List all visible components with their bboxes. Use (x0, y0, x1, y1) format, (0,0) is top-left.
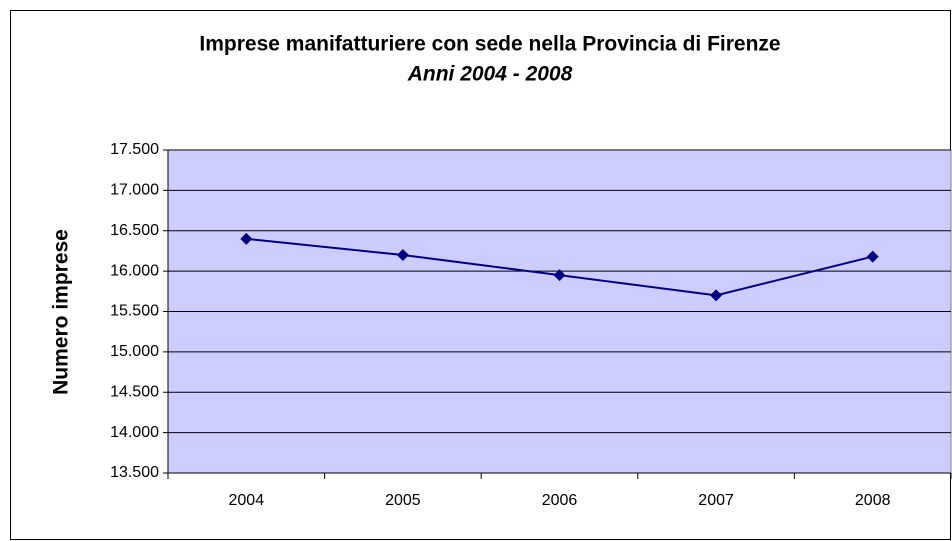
y-axis-title: Numero imprese (50, 229, 73, 395)
chart-subtitle: Anni 2004 - 2008 (407, 63, 573, 86)
y-tick-label: 17.000 (110, 182, 159, 199)
data-point (553, 269, 566, 282)
data-point (866, 250, 879, 263)
x-tick-label: 2008 (855, 492, 891, 509)
data-point (710, 289, 723, 302)
y-tick-label: 17.500 (110, 141, 159, 158)
chart-title: Imprese manifatturiere con sede nella Pr… (199, 33, 780, 56)
data-point (396, 248, 409, 261)
y-tick-label: 15.500 (110, 303, 159, 320)
x-tick-label: 2005 (385, 492, 421, 509)
y-tick-label: 13.500 (110, 464, 159, 481)
y-tick-label: 14.500 (110, 383, 159, 400)
data-point (240, 232, 253, 245)
y-tick-label: 16.000 (110, 262, 159, 279)
y-tick-label: 15.000 (110, 343, 159, 360)
y-tick-label: 14.000 (110, 424, 159, 441)
y-tick-label: 16.500 (110, 222, 159, 239)
x-tick-label: 2004 (229, 492, 265, 509)
x-tick-label: 2007 (698, 492, 734, 509)
x-tick-label: 2006 (542, 492, 578, 509)
